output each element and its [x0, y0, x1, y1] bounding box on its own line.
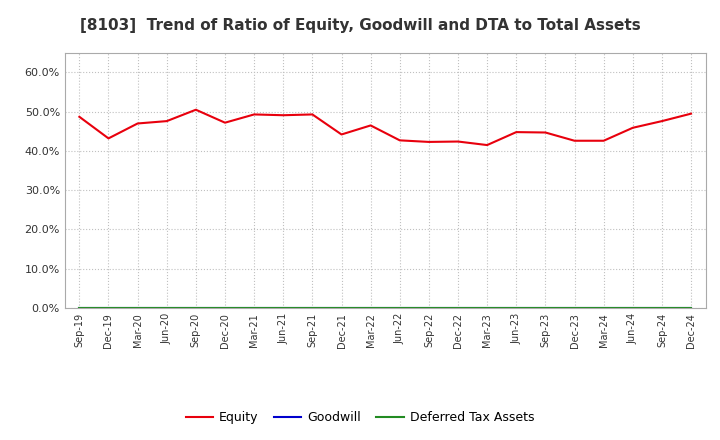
Goodwill: [308, 305, 317, 311]
Equity: [512, 129, 521, 135]
Goodwill: [687, 305, 696, 311]
Deferred Tax Assets: [104, 305, 113, 311]
Deferred Tax Assets: [163, 305, 171, 311]
Equity: [395, 138, 404, 143]
Deferred Tax Assets: [483, 305, 492, 311]
Deferred Tax Assets: [75, 305, 84, 311]
Goodwill: [250, 305, 258, 311]
Equity: [104, 136, 113, 141]
Goodwill: [75, 305, 84, 311]
Equity: [570, 138, 579, 143]
Goodwill: [512, 305, 521, 311]
Equity: [425, 139, 433, 145]
Goodwill: [395, 305, 404, 311]
Deferred Tax Assets: [425, 305, 433, 311]
Goodwill: [366, 305, 375, 311]
Equity: [337, 132, 346, 137]
Deferred Tax Assets: [629, 305, 637, 311]
Goodwill: [425, 305, 433, 311]
Equity: [220, 120, 229, 125]
Deferred Tax Assets: [250, 305, 258, 311]
Deferred Tax Assets: [308, 305, 317, 311]
Equity: [250, 112, 258, 117]
Equity: [192, 107, 200, 112]
Deferred Tax Assets: [687, 305, 696, 311]
Text: [8103]  Trend of Ratio of Equity, Goodwill and DTA to Total Assets: [8103] Trend of Ratio of Equity, Goodwil…: [80, 18, 640, 33]
Equity: [599, 138, 608, 143]
Goodwill: [133, 305, 142, 311]
Deferred Tax Assets: [657, 305, 666, 311]
Deferred Tax Assets: [454, 305, 462, 311]
Deferred Tax Assets: [512, 305, 521, 311]
Equity: [75, 114, 84, 119]
Deferred Tax Assets: [337, 305, 346, 311]
Equity: [541, 130, 550, 135]
Equity: [629, 125, 637, 130]
Goodwill: [220, 305, 229, 311]
Goodwill: [541, 305, 550, 311]
Deferred Tax Assets: [395, 305, 404, 311]
Deferred Tax Assets: [366, 305, 375, 311]
Equity: [308, 112, 317, 117]
Deferred Tax Assets: [220, 305, 229, 311]
Equity: [483, 143, 492, 148]
Equity: [133, 121, 142, 126]
Deferred Tax Assets: [599, 305, 608, 311]
Equity: [366, 123, 375, 128]
Goodwill: [163, 305, 171, 311]
Goodwill: [483, 305, 492, 311]
Goodwill: [279, 305, 287, 311]
Deferred Tax Assets: [192, 305, 200, 311]
Deferred Tax Assets: [279, 305, 287, 311]
Goodwill: [599, 305, 608, 311]
Legend: Equity, Goodwill, Deferred Tax Assets: Equity, Goodwill, Deferred Tax Assets: [181, 407, 539, 429]
Equity: [657, 118, 666, 124]
Goodwill: [337, 305, 346, 311]
Equity: [454, 139, 462, 144]
Deferred Tax Assets: [133, 305, 142, 311]
Equity: [687, 111, 696, 116]
Goodwill: [104, 305, 113, 311]
Goodwill: [629, 305, 637, 311]
Goodwill: [454, 305, 462, 311]
Deferred Tax Assets: [541, 305, 550, 311]
Goodwill: [570, 305, 579, 311]
Goodwill: [192, 305, 200, 311]
Goodwill: [657, 305, 666, 311]
Equity: [279, 113, 287, 118]
Equity: [163, 118, 171, 124]
Deferred Tax Assets: [570, 305, 579, 311]
Line: Equity: Equity: [79, 110, 691, 145]
